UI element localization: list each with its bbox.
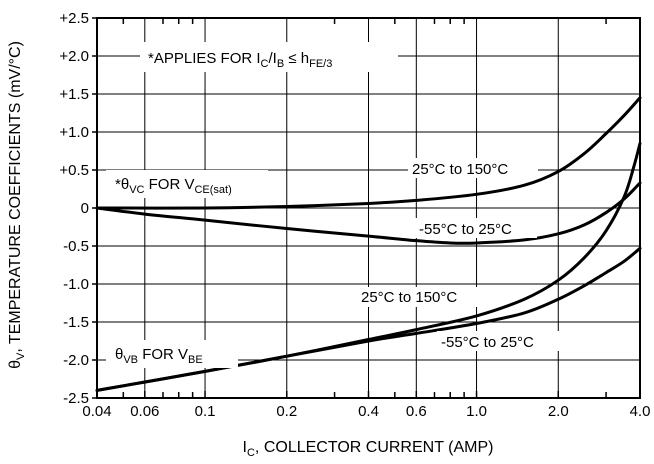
vb-25-150-label: 25°C to 150°C xyxy=(361,289,457,306)
vc-m55-25-label-bg xyxy=(415,218,537,238)
x-tick-label: 0.4 xyxy=(358,403,379,420)
y-tick-label: 0 xyxy=(81,200,89,217)
vb-m55-25-label: -55°C to 25°C xyxy=(441,334,534,351)
x-tick-label: 2.0 xyxy=(548,403,569,420)
x-tick-label: 0.04 xyxy=(82,403,111,420)
theta-vc-label: *θVC FOR VCE(sat) xyxy=(115,176,232,196)
vc-25-150-label: 25°C to 150°C xyxy=(412,161,508,178)
curve-vb-m55-25 xyxy=(95,246,642,392)
y-tick-label: +0.5 xyxy=(59,162,89,179)
x-tick-label: 0.1 xyxy=(195,403,216,420)
x-tick-label: 4.0 xyxy=(630,403,651,420)
applies-label-bg xyxy=(140,42,398,72)
curve-vc-m55-25 xyxy=(95,181,642,245)
curve-vc-25-150 xyxy=(95,96,642,210)
y-tick-label: +1.0 xyxy=(59,124,89,141)
vb-25-150-label-bg xyxy=(355,287,487,307)
vc-m55-25-label: -55°C to 25°C xyxy=(419,221,512,238)
theta-vb-label-bg xyxy=(106,340,238,368)
y-tick-label: +2.0 xyxy=(59,48,89,65)
theta-vc-label-bg xyxy=(106,170,268,198)
x-tick-label: 0.06 xyxy=(130,403,159,420)
y-tick-label: -2.5 xyxy=(63,390,89,407)
y-tick-label: -0.5 xyxy=(63,238,89,255)
y-tick-label: -1.5 xyxy=(63,314,89,331)
vb-m55-25-label-bg xyxy=(437,331,560,351)
y-tick-label: +2.5 xyxy=(59,10,89,27)
x-tick-label: 1.0 xyxy=(466,403,487,420)
x-tick-label: 0.2 xyxy=(276,403,297,420)
vc-25-150-label-bg xyxy=(408,158,538,178)
curves xyxy=(95,96,642,392)
y-tick-label: -1.0 xyxy=(63,276,89,293)
y-tick-label: +1.5 xyxy=(59,86,89,103)
theta-vb-label: θVB FOR VBE xyxy=(115,346,203,366)
applies-note: *APPLIES FOR IC/IB ≤ hFE/3 xyxy=(148,50,332,70)
x-axis-title: IC, COLLECTOR CURRENT (AMP) xyxy=(243,439,494,459)
axis-ticks: 0.04 0.06 0.1 0.2 0.4 0.6 1.0 2.0 4.0 +2.5 +2.0 +1.… xyxy=(59,10,650,420)
y-tick-label: -2.0 xyxy=(63,352,89,369)
x-tick-label: 0.6 xyxy=(406,403,427,420)
y-axis-title: θV, TEMPERATURE COEFFICIENTS (mV/°C) xyxy=(7,41,27,369)
